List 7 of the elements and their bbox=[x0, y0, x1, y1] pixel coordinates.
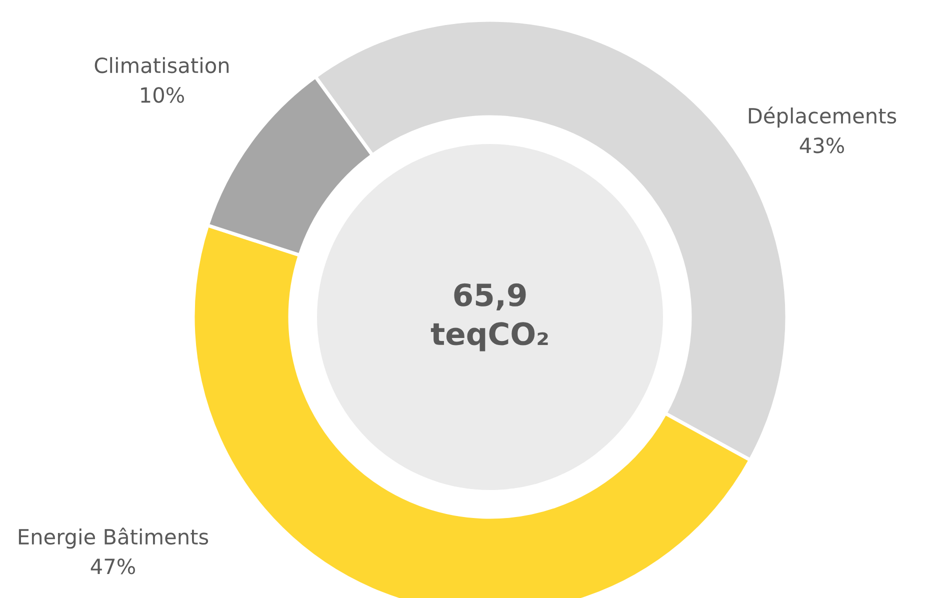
slice-label: Déplacements bbox=[748, 106, 896, 128]
slice-label: Energie Bâtiments bbox=[18, 528, 208, 549]
data-label: 47% bbox=[90, 558, 136, 574]
data-label: 43% bbox=[800, 138, 844, 154]
data-label: 10% bbox=[141, 87, 184, 103]
text: 65,9 teqCO₂ bbox=[430, 283, 548, 352]
slice-label: Climatisation bbox=[94, 57, 229, 74]
